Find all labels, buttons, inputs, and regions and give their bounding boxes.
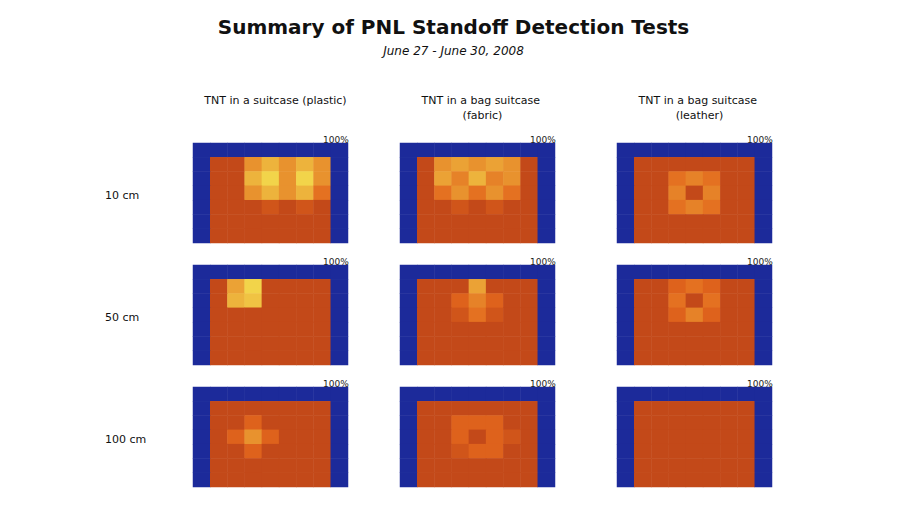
- svg-text:TNT in a suitcase (plastic): TNT in a suitcase (plastic): [203, 94, 346, 107]
- svg-text:100%: 100%: [530, 257, 556, 267]
- svg-text:June 27 - June 30, 2008: June 27 - June 30, 2008: [381, 44, 524, 58]
- svg-text:100%: 100%: [747, 135, 773, 145]
- svg-text:100%: 100%: [747, 257, 773, 267]
- svg-text:100%: 100%: [323, 379, 349, 389]
- svg-text:50 cm: 50 cm: [105, 311, 139, 324]
- svg-text:(leather): (leather): [676, 109, 724, 122]
- svg-text:Summary of PNL Standoff Detect: Summary of PNL Standoff Detection Tests: [218, 15, 690, 39]
- svg-text:10 cm: 10 cm: [105, 189, 139, 202]
- svg-text:100 cm: 100 cm: [105, 433, 146, 446]
- svg-text:100%: 100%: [530, 135, 556, 145]
- svg-text:TNT in a bag suitcase: TNT in a bag suitcase: [421, 94, 544, 107]
- svg-text:100%: 100%: [323, 257, 349, 267]
- svg-text:100%: 100%: [323, 135, 349, 145]
- svg-text:TNT in a bag suitcase: TNT in a bag suitcase: [638, 94, 761, 107]
- svg-text:(fabric): (fabric): [463, 109, 503, 122]
- svg-text:100%: 100%: [530, 379, 556, 389]
- svg-text:100%: 100%: [747, 379, 773, 389]
